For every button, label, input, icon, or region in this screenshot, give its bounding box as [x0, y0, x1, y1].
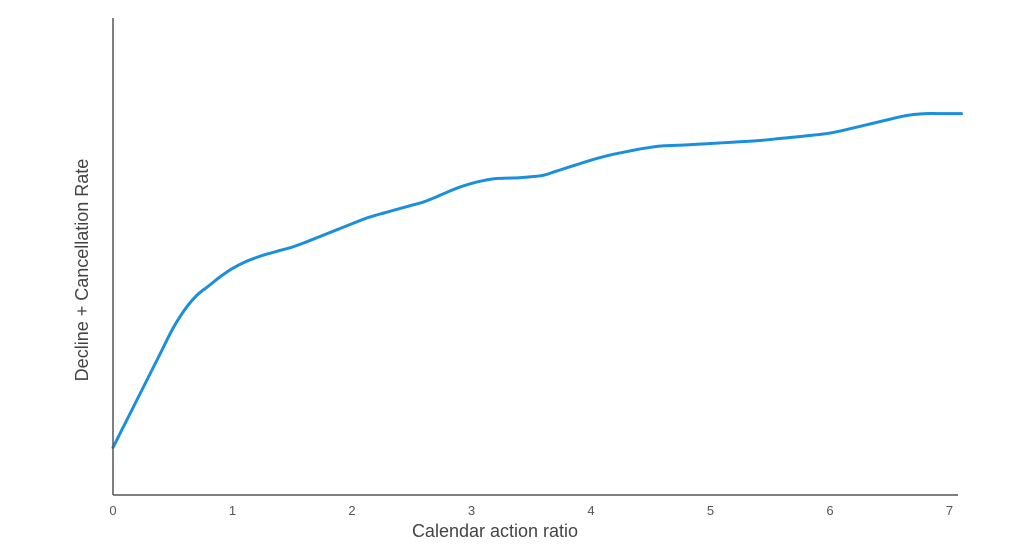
- series-line: [111, 112, 963, 449]
- x-tick-label: 2: [348, 503, 355, 518]
- x-axis-title: Calendar action ratio: [412, 521, 578, 541]
- x-tick-label: 7: [946, 503, 953, 518]
- x-tick-label: 5: [707, 503, 714, 518]
- x-tick-label: 0: [109, 503, 116, 518]
- x-tick-label: 6: [826, 503, 833, 518]
- x-tick-label: 4: [587, 503, 594, 518]
- plot-area: [111, 112, 963, 449]
- x-tick-label: 3: [468, 503, 475, 518]
- x-tick-label: 1: [229, 503, 236, 518]
- y-axis-title: Decline + Cancellation Rate: [72, 159, 92, 382]
- x-tick-labels: 0 1 2 3 4 5 6 7: [109, 503, 953, 518]
